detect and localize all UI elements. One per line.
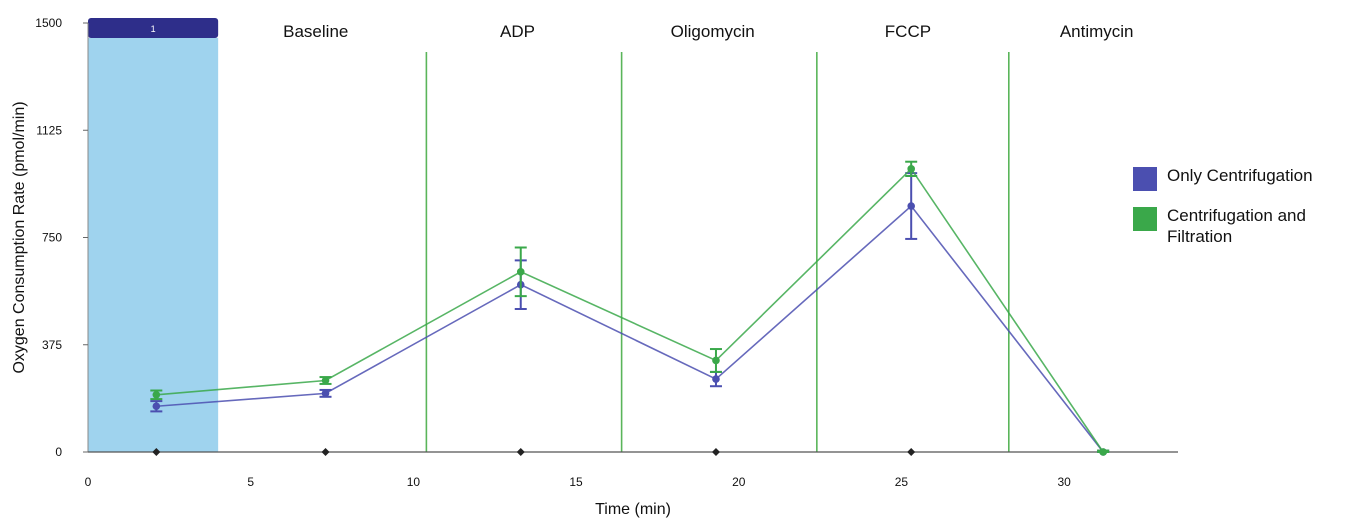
data-point: [321, 376, 330, 385]
data-point: [516, 268, 525, 276]
x-tick-label: 0: [85, 475, 92, 489]
y-tick-label: 375: [42, 338, 62, 352]
x-axis-marker: [152, 448, 161, 456]
legend-item-only-centrifugation[interactable]: Only Centrifugation: [1133, 165, 1348, 191]
legend-swatch: [1133, 167, 1157, 191]
legend-label: Centrifugation and Filtration: [1167, 206, 1306, 246]
highlight-region: [88, 38, 219, 452]
phase-label: Baseline: [283, 22, 348, 41]
data-point: [152, 391, 161, 399]
x-tick-label: 5: [247, 475, 254, 489]
data-point: [152, 402, 161, 411]
phase-label: Antimycin: [1060, 22, 1134, 41]
data-point: [712, 356, 720, 365]
y-tick-label: 1500: [35, 16, 62, 30]
phase-label: FCCP: [885, 22, 931, 41]
data-point: [712, 375, 720, 383]
series-line-0: [156, 204, 1104, 453]
x-axis-marker: [516, 448, 525, 456]
x-axis-marker: [907, 448, 916, 456]
y-tick-label: 1125: [36, 123, 62, 137]
x-tick-label: 30: [1057, 475, 1071, 489]
highlight-region-bar: [88, 18, 219, 38]
y-tick-label: 750: [42, 231, 62, 245]
series-line-1: [156, 167, 1104, 453]
x-tick-label: 10: [407, 475, 421, 489]
y-axis-label: Oxygen Consumption Rate (pmol/min): [11, 101, 28, 373]
highlight-region-label: 1: [151, 24, 156, 34]
legend-swatch: [1133, 207, 1157, 231]
x-axis-marker: [711, 448, 720, 456]
x-axis-label: Time (min): [595, 501, 671, 518]
x-tick-label: 20: [732, 475, 746, 489]
data-point: [907, 165, 915, 173]
x-tick-label: 15: [569, 475, 583, 489]
legend: Only Centrifugation Centrifugation and F…: [1133, 165, 1348, 261]
x-axis-marker: [321, 448, 330, 456]
data-point: [1099, 448, 1107, 456]
phase-label: ADP: [500, 22, 535, 41]
x-tick-label: 25: [895, 475, 909, 489]
phase-label: Oligomycin: [671, 22, 755, 41]
legend-label: Only Centrifugation: [1167, 166, 1313, 185]
data-point: [907, 202, 915, 210]
data-point: [321, 389, 330, 398]
y-tick-label: 0: [55, 445, 62, 459]
legend-item-centrifugation-and-filtration[interactable]: Centrifugation and Filtration: [1133, 205, 1348, 247]
